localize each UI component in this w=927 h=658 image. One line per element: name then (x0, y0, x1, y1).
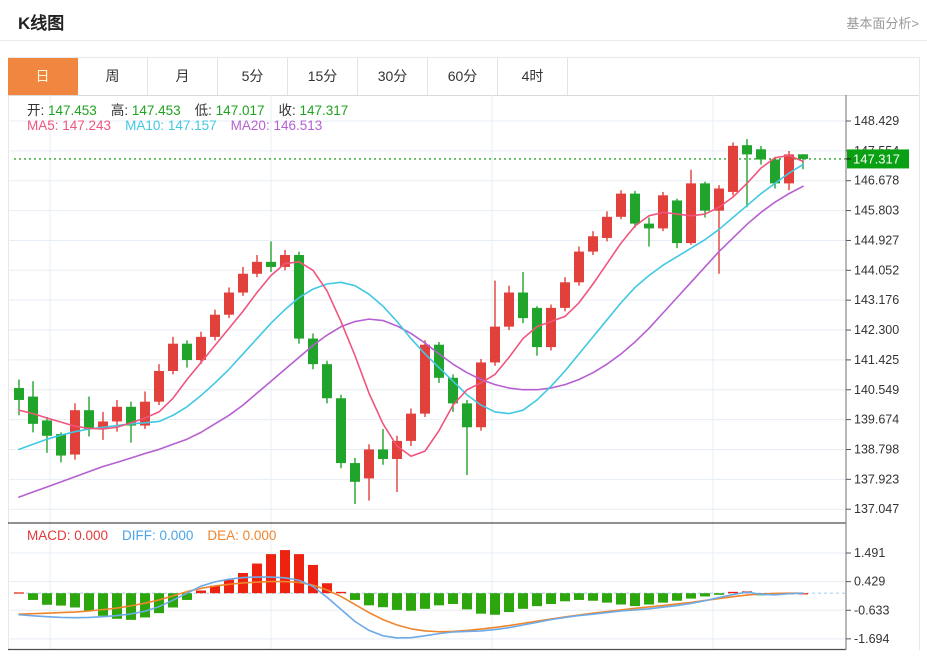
tab-day[interactable]: 日 (8, 58, 78, 95)
page-title: K线图 (18, 14, 65, 33)
svg-text:144.927: 144.927 (854, 233, 899, 247)
panel-left-border (8, 57, 9, 650)
tab-15min[interactable]: 15分 (288, 58, 358, 95)
tab-4hour[interactable]: 4时 (498, 58, 568, 95)
svg-text:144.052: 144.052 (854, 263, 899, 277)
svg-text:1.491: 1.491 (854, 546, 885, 560)
svg-text:-0.633: -0.633 (854, 603, 889, 617)
svg-text:137.923: 137.923 (854, 472, 899, 486)
ma20-line (18, 185, 804, 498)
panel-right-border (919, 57, 920, 650)
price-axis: 148.429147.554146.678145.803144.927144.0… (845, 95, 899, 650)
svg-text:143.176: 143.176 (854, 293, 899, 307)
ma10-line (18, 163, 804, 451)
tab-bar: 日周月 5分 15分 30分 60分 4时 (8, 57, 919, 96)
dea-line (18, 580, 804, 633)
kline-chart-svg: 148.429147.554146.678145.803144.927144.0… (8, 95, 909, 651)
ma5-line (18, 154, 804, 458)
svg-text:142.300: 142.300 (854, 323, 899, 337)
tab-month[interactable]: 月 (148, 58, 218, 95)
svg-text:138.798: 138.798 (854, 442, 899, 456)
svg-text:139.674: 139.674 (854, 413, 899, 427)
svg-text:0.429: 0.429 (854, 575, 885, 589)
tab-week[interactable]: 周 (78, 58, 148, 95)
svg-text:147.317: 147.317 (853, 151, 900, 166)
svg-text:148.429: 148.429 (854, 114, 899, 128)
candles-group (14, 139, 808, 504)
svg-text:137.047: 137.047 (854, 502, 899, 516)
fundamental-analysis-link[interactable]: 基本面分析> (846, 16, 919, 31)
tab-30min[interactable]: 30分 (358, 58, 428, 95)
svg-text:140.549: 140.549 (854, 383, 899, 397)
svg-text:-1.694: -1.694 (854, 632, 889, 646)
title-divider (0, 40, 927, 41)
svg-text:146.678: 146.678 (854, 174, 899, 188)
tab-5min[interactable]: 5分 (218, 58, 288, 95)
diff-line (18, 576, 804, 639)
tab-60min[interactable]: 60分 (428, 58, 498, 95)
current-price-label: 147.317 (846, 149, 909, 169)
svg-text:145.803: 145.803 (854, 204, 899, 218)
svg-text:141.425: 141.425 (854, 353, 899, 367)
